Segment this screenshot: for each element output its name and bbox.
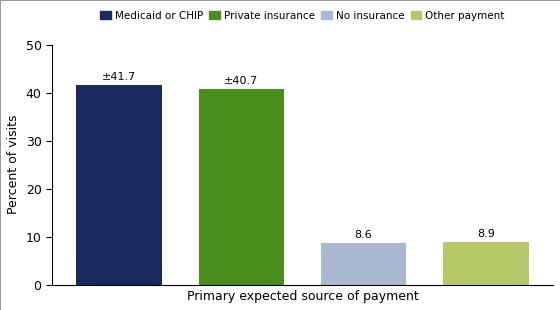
Bar: [321, 243, 407, 285]
Legend: Medicaid or CHIP, Private insurance, No insurance, Other payment: Medicaid or CHIP, Private insurance, No …: [96, 7, 509, 25]
Text: 8.6: 8.6: [354, 230, 372, 240]
X-axis label: Primary expected source of payment: Primary expected source of payment: [186, 290, 418, 303]
Text: 8.9: 8.9: [477, 229, 495, 239]
Bar: [443, 242, 529, 285]
Bar: [76, 85, 162, 285]
Text: ±40.7: ±40.7: [224, 77, 259, 86]
Text: ±41.7: ±41.7: [102, 72, 136, 82]
Bar: [199, 89, 284, 285]
Y-axis label: Percent of visits: Percent of visits: [7, 115, 20, 214]
